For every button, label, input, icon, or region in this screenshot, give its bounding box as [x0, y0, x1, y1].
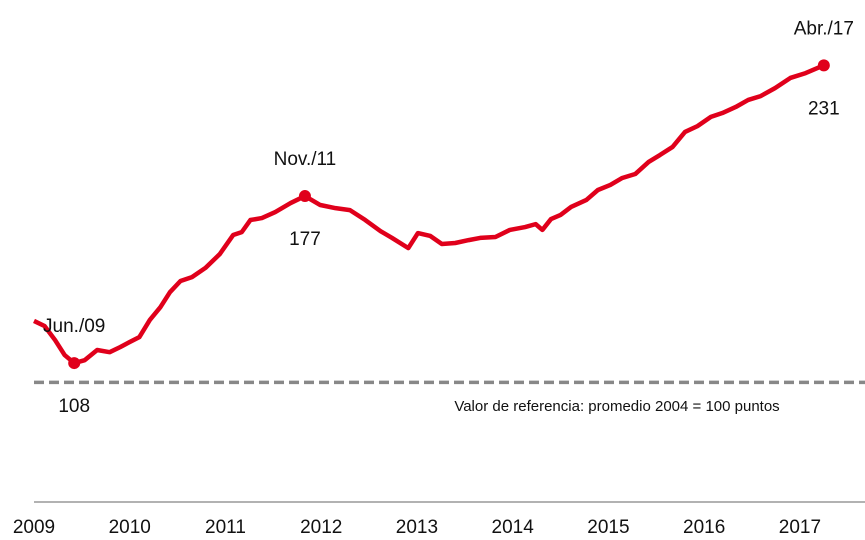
x-tick-label: 2011 — [205, 517, 246, 538]
annotation-label: Abr./17 — [794, 18, 854, 39]
annotation-label: Nov./11 — [274, 149, 337, 170]
annotation-marker — [298, 190, 311, 203]
x-tick-label: 2015 — [587, 517, 629, 538]
annotation-value: 177 — [289, 229, 321, 250]
series-line — [33, 63, 825, 366]
annotation-marker — [68, 357, 81, 370]
x-tick-label: 2012 — [300, 517, 342, 538]
annotation-value: 108 — [58, 396, 90, 417]
x-tick-label: 2016 — [683, 517, 725, 538]
x-tick-label: 2017 — [779, 517, 821, 538]
x-tick-label: 2013 — [396, 517, 438, 538]
annotation-value: 231 — [808, 98, 840, 119]
x-tick-label: 2014 — [492, 517, 535, 538]
x-tick-label: 2010 — [109, 517, 151, 538]
x-tick-label: 2009 — [13, 517, 55, 538]
annotation-label: Jun./09 — [43, 316, 105, 337]
reference-note: Valor de referencia: promedio 2004 = 100… — [454, 398, 779, 415]
annotation-marker — [817, 59, 830, 72]
